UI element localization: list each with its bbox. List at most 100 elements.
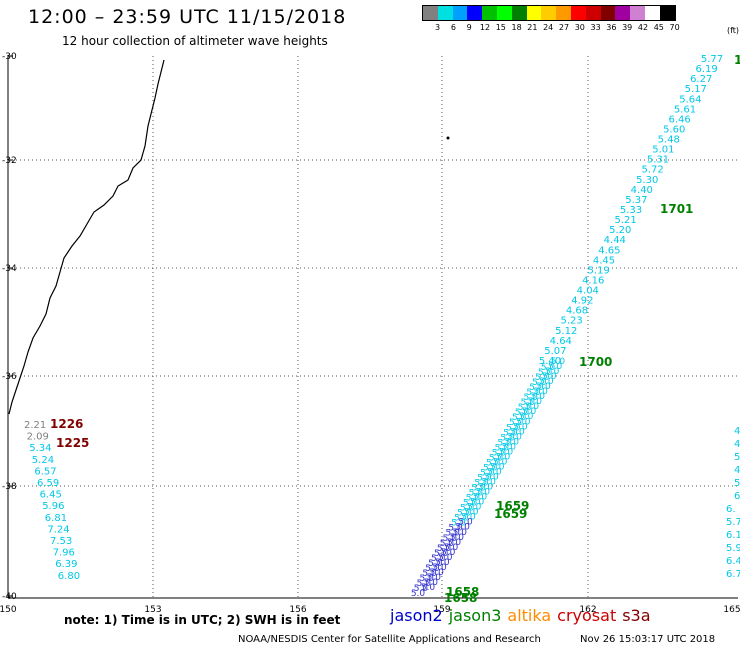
swh-value: 5.30 <box>636 175 658 186</box>
swh-cluster-mark: 5.0 <box>438 553 453 563</box>
swh-value: 4.40 <box>631 185 653 196</box>
legend-label: 42 <box>637 23 649 32</box>
swh-value: 4.16 <box>582 275 604 286</box>
legend-label: 3 <box>435 23 441 32</box>
legend-swatch <box>423 6 438 20</box>
swh-cluster-mark: 5.0 <box>421 583 436 593</box>
swh-cluster-mark: 5.0 <box>489 453 504 463</box>
swh-value: 5.64 <box>679 94 701 105</box>
swh-cluster-mark: 5.0 <box>498 438 513 448</box>
swh-cluster-mark: 5.0 <box>448 524 463 534</box>
swh-cluster-mark: 5.0 <box>451 519 466 529</box>
swh-value: 5.20 <box>609 225 631 236</box>
swh-cluster-mark: 5.0 <box>493 457 508 467</box>
swh-cluster-mark: 5.0 <box>535 373 550 383</box>
swh-cluster-mark: 5.0 <box>534 387 549 397</box>
swh-cluster-mark: 5.0 <box>440 539 455 549</box>
page-subtitle: 12 hour collection of altimeter wave hei… <box>62 34 328 48</box>
swh-cluster-mark: 5.0 <box>542 372 557 382</box>
swh-cluster-mark: 5.0 <box>446 529 461 539</box>
swh-cluster-mark: 5.0 <box>477 473 492 483</box>
legend-swatch <box>437 6 453 20</box>
swh-cluster-mark: 5.0 <box>460 504 475 514</box>
swh-cluster-mark: 5.0 <box>484 473 499 483</box>
legend-label: 33 <box>590 23 601 32</box>
swh-cluster-mark: 5.0 <box>532 378 547 388</box>
legend-swatch <box>526 6 542 20</box>
swh-cluster-mark: 5.0 <box>461 513 476 523</box>
swh-value: 5.37 <box>625 195 647 206</box>
swh-value: 5.07 <box>544 346 566 357</box>
pass-time-label: 1658 <box>444 591 477 605</box>
legend-swatch <box>496 6 512 20</box>
swh-value: 4 <box>734 426 740 437</box>
swh-cluster-mark: 5.0 <box>512 413 527 423</box>
satellite-legend-item: altika <box>507 606 552 625</box>
swh-cluster-mark: 5.0 <box>538 368 553 378</box>
swh-cluster-mark: 5.0 <box>524 393 539 403</box>
swh-cluster-mark: 5.0 <box>490 462 505 472</box>
swh-cluster-mark: 5.0 <box>536 382 551 392</box>
swh-value: 5.40 <box>539 356 561 367</box>
swh-value: 4.44 <box>604 235 626 246</box>
swh-value: 7.96 <box>53 548 75 559</box>
swh-cluster-mark: 5.0 <box>457 509 472 519</box>
legend-label: 30 <box>574 23 585 32</box>
swh-value: 2.21 <box>24 420 46 431</box>
swh-value: 4.65 <box>598 245 620 256</box>
swh-value: 6.39 <box>55 559 77 570</box>
swh-cluster-mark: 5.0 <box>428 559 443 569</box>
swh-value: 6.19 <box>695 64 717 75</box>
swh-cluster-mark: 5.0 <box>467 503 482 513</box>
swh-cluster-mark: 5.0 <box>411 589 426 599</box>
swh-cluster-mark: 5.0 <box>499 447 514 457</box>
legend-label: 12 <box>479 23 491 32</box>
credit-line: NOAA/NESDIS Center for Satellite Applica… <box>238 634 541 645</box>
swh-cluster-mark: 5.0 <box>424 578 439 588</box>
legend-swatch <box>482 6 497 20</box>
page-title: 12:00 – 23:59 UTC 11/15/2018 <box>28 6 347 28</box>
swh-value: 5.12 <box>555 326 577 337</box>
coastline <box>8 59 165 415</box>
legend-label: 6 <box>450 23 456 32</box>
swh-cluster-mark: 5.0 <box>522 407 537 417</box>
pass-time-label: 1659 <box>494 507 527 521</box>
legend-label: 36 <box>606 23 617 32</box>
swh-value: 5.17 <box>685 84 707 95</box>
swh-value: 6.80 <box>58 571 80 582</box>
legend-swatch <box>615 6 631 20</box>
swh-cluster-mark: 5.0 <box>414 584 429 594</box>
legend-swatch <box>467 6 483 20</box>
swh-cluster-mark: 5.0 <box>519 412 534 422</box>
legend-swatch <box>452 6 468 20</box>
swh-value: 4.92 <box>571 296 593 307</box>
swh-value: 5.31 <box>647 155 669 166</box>
swh-cluster-mark: 5.0 <box>541 363 556 373</box>
swh-cluster-mark: 5.0 <box>469 489 484 499</box>
lon-tick-label: 165 <box>723 605 740 615</box>
swh-value: 6.81 <box>45 513 67 524</box>
swh-value: 5.19 <box>587 265 609 276</box>
legend-swatch <box>630 6 645 20</box>
swh-value: 6.1 <box>726 530 740 541</box>
swh-cluster-mark: 5.0 <box>472 484 487 494</box>
swh-value: 4.45 <box>593 255 615 266</box>
swh-cluster-mark: 5.0 <box>531 392 546 402</box>
swh-value: 4.68 <box>566 306 588 317</box>
footnote: note: 1) Time is in UTC; 2) SWH is in fe… <box>64 613 341 627</box>
swh-cluster-mark: 5.0 <box>486 458 501 468</box>
swh-cluster-mark: 5.0 <box>500 433 515 443</box>
swh-value: 5.48 <box>658 135 680 146</box>
swh-cluster-mark: 5.0 <box>509 418 524 428</box>
swh-cluster-mark: 5.0 <box>453 528 468 538</box>
swh-value: 4.04 <box>577 286 599 297</box>
swh-cluster-mark: 5.0 <box>444 543 459 553</box>
legend-label: 70 <box>669 23 680 32</box>
legend-swatch <box>570 6 586 20</box>
legend-label: 21 <box>527 23 538 32</box>
legend-label: 18 <box>511 23 522 32</box>
swh-cluster-mark: 5.0 <box>476 488 491 498</box>
swh-value: 5.34 <box>29 443 51 454</box>
swh-cluster-mark: 5.0 <box>430 568 445 578</box>
